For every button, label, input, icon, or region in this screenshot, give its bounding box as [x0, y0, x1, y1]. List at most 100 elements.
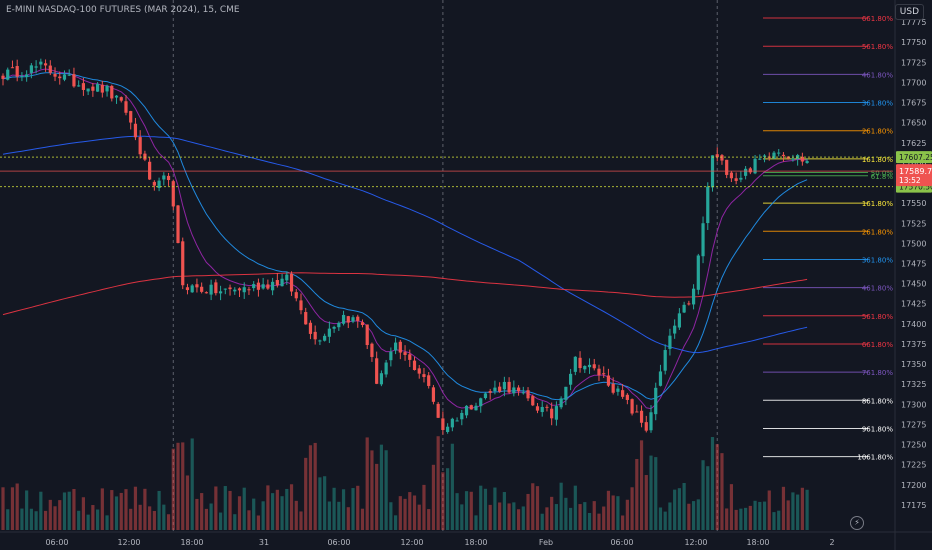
- candle-body: [602, 373, 606, 375]
- volume-bar: [403, 498, 407, 530]
- volume-bar: [417, 504, 421, 530]
- volume-bar: [332, 487, 336, 530]
- price-tick-label: 17425: [901, 300, 926, 309]
- candle-body: [531, 396, 535, 406]
- reference-price-label: 17570.50: [899, 183, 932, 192]
- candle-body: [455, 420, 459, 422]
- candle-body: [72, 74, 76, 87]
- fib-level-label: 261.80%: [862, 128, 893, 136]
- candle-body: [507, 381, 511, 393]
- candle-body: [668, 335, 672, 349]
- candle-body: [181, 241, 185, 286]
- volume-bar: [356, 485, 360, 530]
- volume-bar: [635, 458, 639, 530]
- price-tick-label: 17650: [901, 119, 926, 128]
- candle-body: [261, 284, 265, 289]
- volume-bar: [129, 508, 133, 530]
- candle-body: [20, 75, 24, 77]
- volume-bar: [261, 501, 265, 530]
- volume-bar: [535, 486, 540, 530]
- volume-bar: [587, 512, 592, 530]
- candle-body: [365, 324, 369, 346]
- volume-bar: [408, 492, 412, 530]
- candle-body: [431, 387, 436, 402]
- volume-bar: [578, 504, 582, 530]
- volume-bar: [474, 515, 478, 530]
- candle-body: [587, 364, 592, 368]
- fib-level-label: 661.80%: [862, 341, 893, 349]
- volume-bar: [398, 496, 402, 530]
- fib-level-label: 461.80%: [862, 71, 893, 79]
- candle-body: [545, 406, 549, 408]
- volume-bar: [748, 505, 752, 530]
- candle-body: [521, 392, 525, 394]
- candle-body: [271, 281, 275, 291]
- time-axis[interactable]: 06:00 12:00 18:00 31 06:00 12:00 18:00 Feb 06:00…: [45, 538, 834, 547]
- volume-bar: [185, 475, 190, 530]
- time-tick-label: 06:00: [610, 538, 633, 547]
- candle-body: [323, 335, 327, 341]
- volume-bar: [176, 442, 180, 530]
- volume-bar: [190, 438, 194, 530]
- volume-bar: [625, 499, 629, 530]
- fib-level-label: 561.80%: [862, 43, 893, 51]
- volume-bar: [796, 494, 800, 530]
- volume-bar: [559, 482, 563, 530]
- price-tick-label: 17450: [901, 280, 926, 289]
- volume-bar: [327, 501, 331, 530]
- candle-body: [129, 111, 133, 123]
- time-tick-label: 18:00: [180, 538, 203, 547]
- candle-body: [91, 86, 95, 91]
- price-tick-label: 17225: [901, 461, 926, 470]
- candle-body: [715, 154, 719, 158]
- price-axis[interactable]: 17775 17750 17725 17700 17675 17650 17625 17600…: [901, 18, 926, 510]
- candle-body: [540, 406, 544, 413]
- candle-body: [162, 175, 166, 180]
- candle-body: [256, 282, 261, 290]
- volume-bar: [677, 488, 681, 530]
- candle-body: [592, 364, 596, 369]
- candle-body: [734, 178, 738, 181]
- volume-bar: [682, 482, 686, 530]
- candle-body: [436, 403, 440, 418]
- reference-price-tag: [896, 151, 932, 164]
- candle-body: [446, 426, 450, 433]
- volume-bar: [691, 501, 696, 530]
- volume-bar: [507, 503, 511, 530]
- volume-bar: [427, 509, 431, 530]
- volume-bar: [753, 500, 757, 530]
- candle-body: [214, 282, 218, 294]
- volume-bar: [668, 502, 672, 530]
- volume-bar: [204, 508, 208, 530]
- volume-bar: [564, 497, 568, 530]
- volume-bar: [791, 492, 795, 530]
- candle-body: [578, 357, 582, 369]
- candle-body: [100, 84, 104, 93]
- candle-body: [748, 168, 752, 173]
- volume-bar: [346, 507, 350, 530]
- volume-bar: [602, 506, 606, 530]
- price-tick-label: 17725: [901, 58, 926, 67]
- candle-body: [204, 292, 208, 294]
- candle-body: [805, 161, 809, 164]
- candle-body: [190, 285, 194, 293]
- candle-body: [512, 387, 516, 394]
- candle-body: [119, 97, 123, 101]
- candle-body: [351, 317, 355, 322]
- candle-body: [389, 351, 393, 361]
- volume-bar: [654, 457, 658, 530]
- candle-body: [777, 152, 781, 154]
- candle-body: [625, 394, 629, 400]
- fib-level-label: 50.0%: [871, 170, 894, 178]
- volume-bar: [583, 502, 587, 530]
- candle-body: [417, 368, 421, 374]
- lightning-icon[interactable]: ⚡: [850, 516, 864, 530]
- currency-button[interactable]: USD: [894, 4, 924, 20]
- candle-body: [772, 152, 776, 159]
- price-tags: 17607.25 17570.50 17589.7513:52: [896, 151, 932, 193]
- volume-bar: [181, 442, 185, 530]
- candle-body: [6, 69, 10, 80]
- volume-bar: [479, 485, 483, 530]
- current-price-tag: [896, 164, 932, 187]
